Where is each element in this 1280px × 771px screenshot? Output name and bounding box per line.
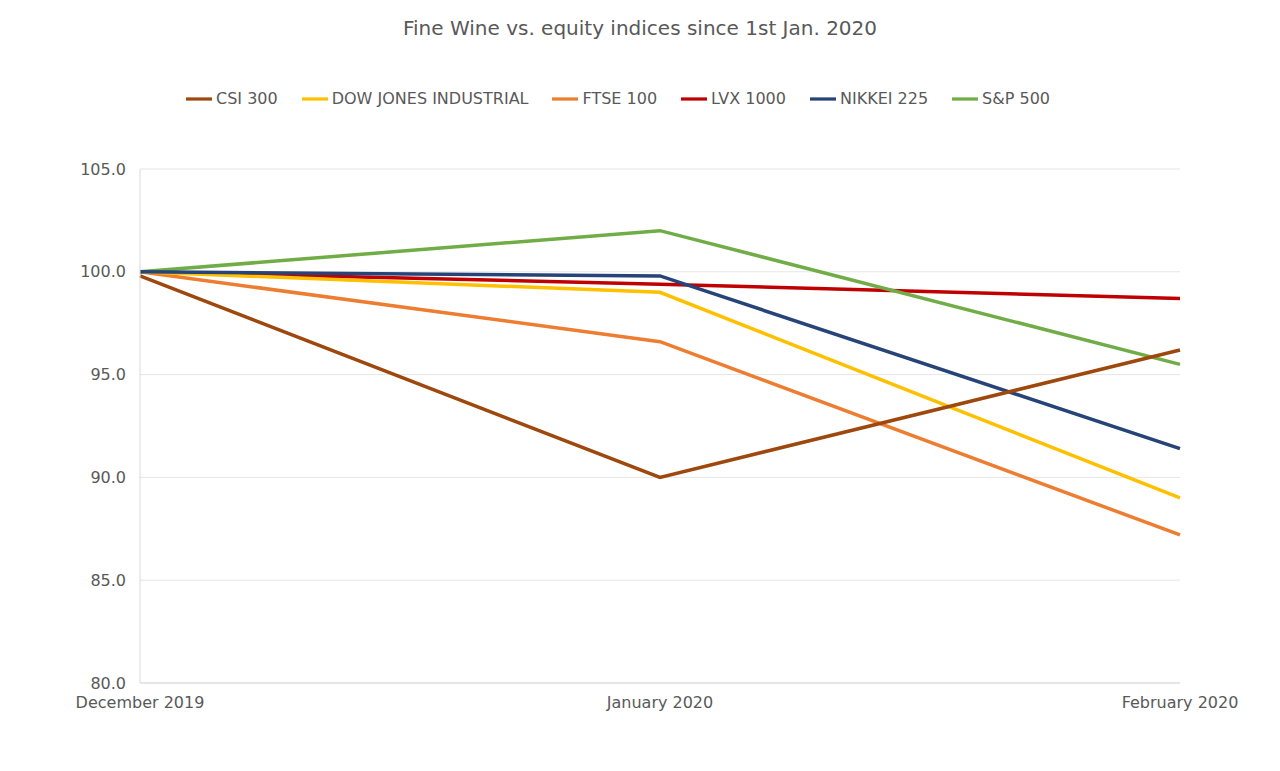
html-text:S&P 500: S&P 500 xyxy=(982,88,1050,108)
html-text:FTSE 100: FTSE 100 xyxy=(582,88,658,108)
svg-text:90.0: 90.0 xyxy=(90,468,126,487)
svg-text:80.0: 80.0 xyxy=(90,674,126,693)
html-text:CSI 300: CSI 300 xyxy=(216,88,278,108)
svg-text:105.0: 105.0 xyxy=(80,160,126,179)
html-text:Fine Wine vs. equity indices s: Fine Wine vs. equity indices since 1st J… xyxy=(403,16,877,40)
html-text:DOW JONES INDUSTRIAL: DOW JONES INDUSTRIAL xyxy=(331,88,529,108)
html-text:LVX 1000: LVX 1000 xyxy=(711,88,786,108)
svg-text:95.0: 95.0 xyxy=(90,365,126,384)
svg-text:85.0: 85.0 xyxy=(90,571,126,590)
html-text:NIKKEI 225: NIKKEI 225 xyxy=(840,88,929,108)
svg-text:February 2020: February 2020 xyxy=(1122,693,1239,712)
svg-text:January 2020: January 2020 xyxy=(606,693,713,712)
svg-text:100.0: 100.0 xyxy=(80,262,126,281)
svg-text:December 2019: December 2019 xyxy=(76,693,205,712)
